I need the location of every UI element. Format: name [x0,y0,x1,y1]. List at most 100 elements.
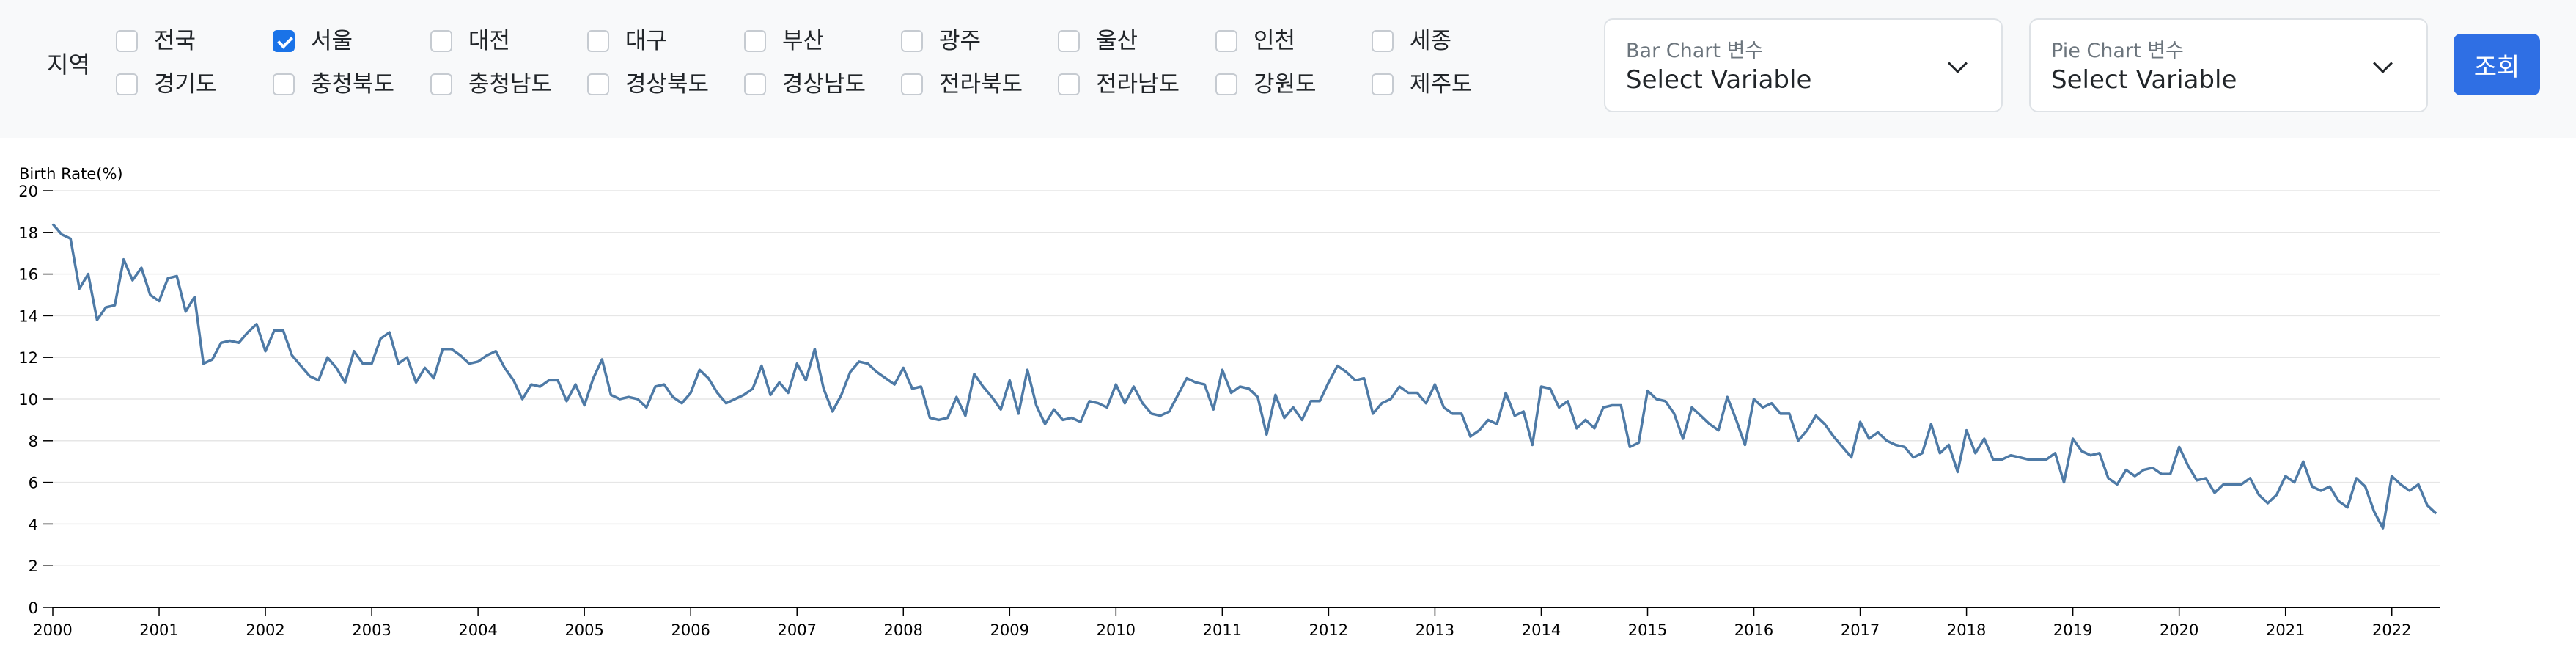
pie-chart-variable-label: Pie Chart 변수 [2051,40,2184,62]
region-checkbox[interactable]: 서울 [273,26,353,56]
x-tick-label: 2013 [1416,621,1454,639]
x-tick-label: 2009 [990,621,1029,639]
region-checkbox-label: 경상남도 [782,71,866,98]
region-checkbox-label: 대구 [625,28,668,54]
x-tick-label: 2021 [2266,621,2305,639]
x-tick-label: 2003 [352,621,391,639]
x-tick-label: 2011 [1203,621,1242,639]
region-checkbox[interactable]: 충청남도 [430,70,552,99]
birth-rate-series-line [51,223,2437,530]
x-tick-label: 2020 [2160,621,2198,639]
region-checkbox-label: 인천 [1254,28,1296,54]
region-label: 지역 [47,51,90,78]
checkbox-icon[interactable] [744,73,766,95]
region-checkbox-label: 강원도 [1254,71,1317,98]
region-checkbox-label: 세종 [1410,28,1452,54]
region-checkbox[interactable]: 강원도 [1215,70,1317,99]
region-checkbox-label: 울산 [1096,28,1138,54]
x-tick-label: 2014 [1522,621,1561,639]
bar-chart-variable-value: Select Variable [1626,65,1812,95]
region-checkbox-label: 대전 [468,28,511,54]
chevron-down-icon [2373,54,2393,73]
checkbox-icon[interactable] [273,73,295,95]
region-checkbox-label: 전라북도 [939,71,1023,98]
region-checkbox[interactable]: 경상북도 [587,70,709,99]
region-checkbox-label: 경상북도 [625,71,710,98]
region-checkbox[interactable]: 경상남도 [744,70,866,99]
x-tick-label: 2017 [1841,621,1880,639]
chevron-down-icon [1948,54,1968,73]
checkbox-icon[interactable] [116,30,138,52]
region-checkbox[interactable]: 광주 [901,26,981,56]
y-axis-label: Birth Rate(%) [19,165,123,183]
region-checkbox[interactable]: 부산 [744,26,824,56]
pie-chart-variable-value: Select Variable [2051,65,2237,95]
region-checkbox[interactable]: 충청북도 [273,70,394,99]
x-tick-label: 2001 [139,621,178,639]
checkbox-icon[interactable] [1058,73,1080,95]
x-tick-label: 2015 [1628,621,1667,639]
x-tick-label: 2018 [1947,621,1986,639]
region-checkbox-label: 충청남도 [468,71,553,98]
checkbox-icon[interactable] [1372,73,1394,95]
checkbox-icon[interactable] [1215,73,1237,95]
bar-chart-variable-select[interactable]: Bar Chart 변수 Select Variable [1604,18,2003,112]
checkbox-icon[interactable] [744,30,766,52]
checkbox-icon[interactable] [587,73,609,95]
y-tick-label: 14 [18,307,38,325]
region-checkbox-label: 부산 [782,28,825,54]
x-tick-label: 2006 [671,621,710,639]
region-checkbox-label: 광주 [939,28,982,54]
region-checkbox[interactable]: 대구 [587,26,667,56]
region-checkbox-label: 경기도 [154,71,217,98]
x-tick-label: 2016 [1734,621,1773,639]
region-checkbox[interactable]: 제주도 [1372,70,1473,99]
x-tick-label: 2000 [33,621,72,639]
y-tick-label: 4 [29,516,38,533]
x-tick-label: 2007 [778,621,817,639]
region-checkbox[interactable]: 전라남도 [1058,70,1180,99]
checkbox-icon[interactable] [901,30,923,52]
x-tick-label: 2002 [246,621,284,639]
checkbox-icon[interactable] [430,73,452,95]
x-tick-label: 2012 [1309,621,1348,639]
checkbox-icon[interactable] [901,73,923,95]
checkbox-checked-icon[interactable] [273,30,295,52]
x-tick-label: 2019 [2053,621,2092,639]
search-button[interactable]: 조회 [2454,34,2540,95]
checkbox-icon[interactable] [430,30,452,52]
region-checkbox[interactable]: 전국 [116,26,196,56]
region-checkbox-label: 충청북도 [311,71,395,98]
region-checkbox[interactable]: 경기도 [116,70,217,99]
x-tick-label: 2005 [564,621,603,639]
checkbox-icon[interactable] [1058,30,1080,52]
checkbox-icon[interactable] [116,73,138,95]
region-checkbox-label: 서울 [311,28,353,54]
bar-chart-variable-label: Bar Chart 변수 [1626,40,1764,62]
y-tick-label: 20 [18,183,38,200]
region-checkbox[interactable]: 전라북도 [901,70,1023,99]
y-tick-label: 12 [18,349,38,367]
x-tick-label: 2008 [884,621,923,639]
region-checkbox[interactable]: 세종 [1372,26,1451,56]
y-tick-label: 6 [29,475,38,492]
x-tick-label: 2004 [458,621,497,639]
checkbox-icon[interactable] [1372,30,1394,52]
y-tick-label: 0 [29,599,38,617]
x-tick-label: 2022 [2372,621,2411,639]
region-checkbox-label: 전라남도 [1096,71,1180,98]
pie-chart-variable-select[interactable]: Pie Chart 변수 Select Variable [2029,18,2428,112]
y-tick-label: 18 [18,224,38,242]
region-checkbox[interactable]: 울산 [1058,26,1138,56]
region-checkbox-label: 제주도 [1410,71,1473,98]
y-tick-label: 10 [18,391,38,409]
y-tick-label: 16 [18,266,38,284]
x-tick-label: 2010 [1097,621,1136,639]
checkbox-icon[interactable] [1215,30,1237,52]
region-checkbox-label: 전국 [154,28,196,54]
region-checkbox[interactable]: 인천 [1215,26,1295,56]
region-checkbox[interactable]: 대전 [430,26,510,56]
checkbox-icon[interactable] [587,30,609,52]
